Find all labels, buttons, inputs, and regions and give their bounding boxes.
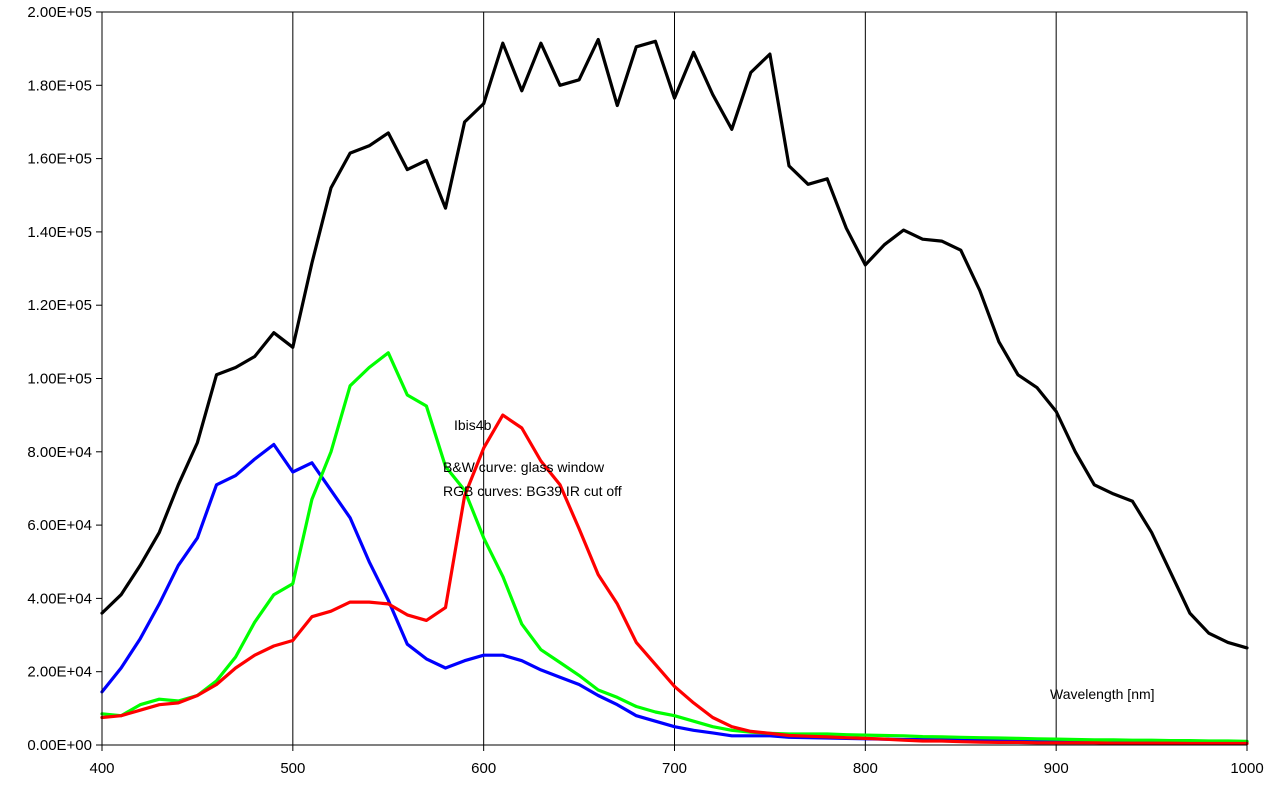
x-axis-unit-label: Wavelength [nm] bbox=[1050, 686, 1155, 702]
y-tick-label-9: 1.80E+05 bbox=[27, 77, 92, 94]
y-tick-label-1: 2.00E+04 bbox=[27, 664, 92, 681]
y-tick-label-8: 1.60E+05 bbox=[27, 151, 92, 168]
x-tick-labels: 400 500 600 700 800 900 1000 bbox=[89, 760, 1263, 777]
y-tick-label-7: 1.40E+05 bbox=[27, 224, 92, 241]
x-tick-label-1000: 1000 bbox=[1230, 760, 1263, 777]
x-tick-label-800: 800 bbox=[853, 760, 878, 777]
y-tick-label-3: 6.00E+04 bbox=[27, 517, 92, 534]
annotations: Ibis4b B&W curve: glass window RGB curve… bbox=[443, 417, 1155, 702]
x-tick-label-700: 700 bbox=[662, 760, 687, 777]
x-tick-label-600: 600 bbox=[471, 760, 496, 777]
x-tick-label-500: 500 bbox=[280, 760, 305, 777]
x-tick-label-900: 900 bbox=[1044, 760, 1069, 777]
annotation-bw-note: B&W curve: glass window bbox=[443, 459, 605, 475]
y-tick-labels: 0.00E+00 2.00E+04 4.00E+04 6.00E+04 8.00E+04… bbox=[27, 4, 92, 754]
y-tick-label-6: 1.20E+05 bbox=[27, 297, 92, 314]
series-line-3 bbox=[100, 413, 1249, 746]
annotation-rgb-note: RGB curves: BG39 IR cut off bbox=[443, 483, 622, 499]
series-lines bbox=[100, 37, 1249, 746]
y-tick-label-5: 1.00E+05 bbox=[27, 371, 92, 388]
y-tick-label-0: 0.00E+00 bbox=[27, 737, 92, 754]
y-tick-label-4: 8.00E+04 bbox=[27, 444, 92, 461]
y-tick-label-2: 4.00E+04 bbox=[27, 590, 92, 607]
series-line-0 bbox=[100, 37, 1249, 650]
vertical-gridlines bbox=[292, 12, 1057, 745]
annotation-sensor: Ibis4b bbox=[454, 417, 492, 433]
series-line-2 bbox=[100, 351, 1249, 743]
axes bbox=[96, 11, 1248, 751]
x-tick-label-400: 400 bbox=[89, 760, 114, 777]
y-tick-label-10: 2.00E+05 bbox=[27, 4, 92, 21]
